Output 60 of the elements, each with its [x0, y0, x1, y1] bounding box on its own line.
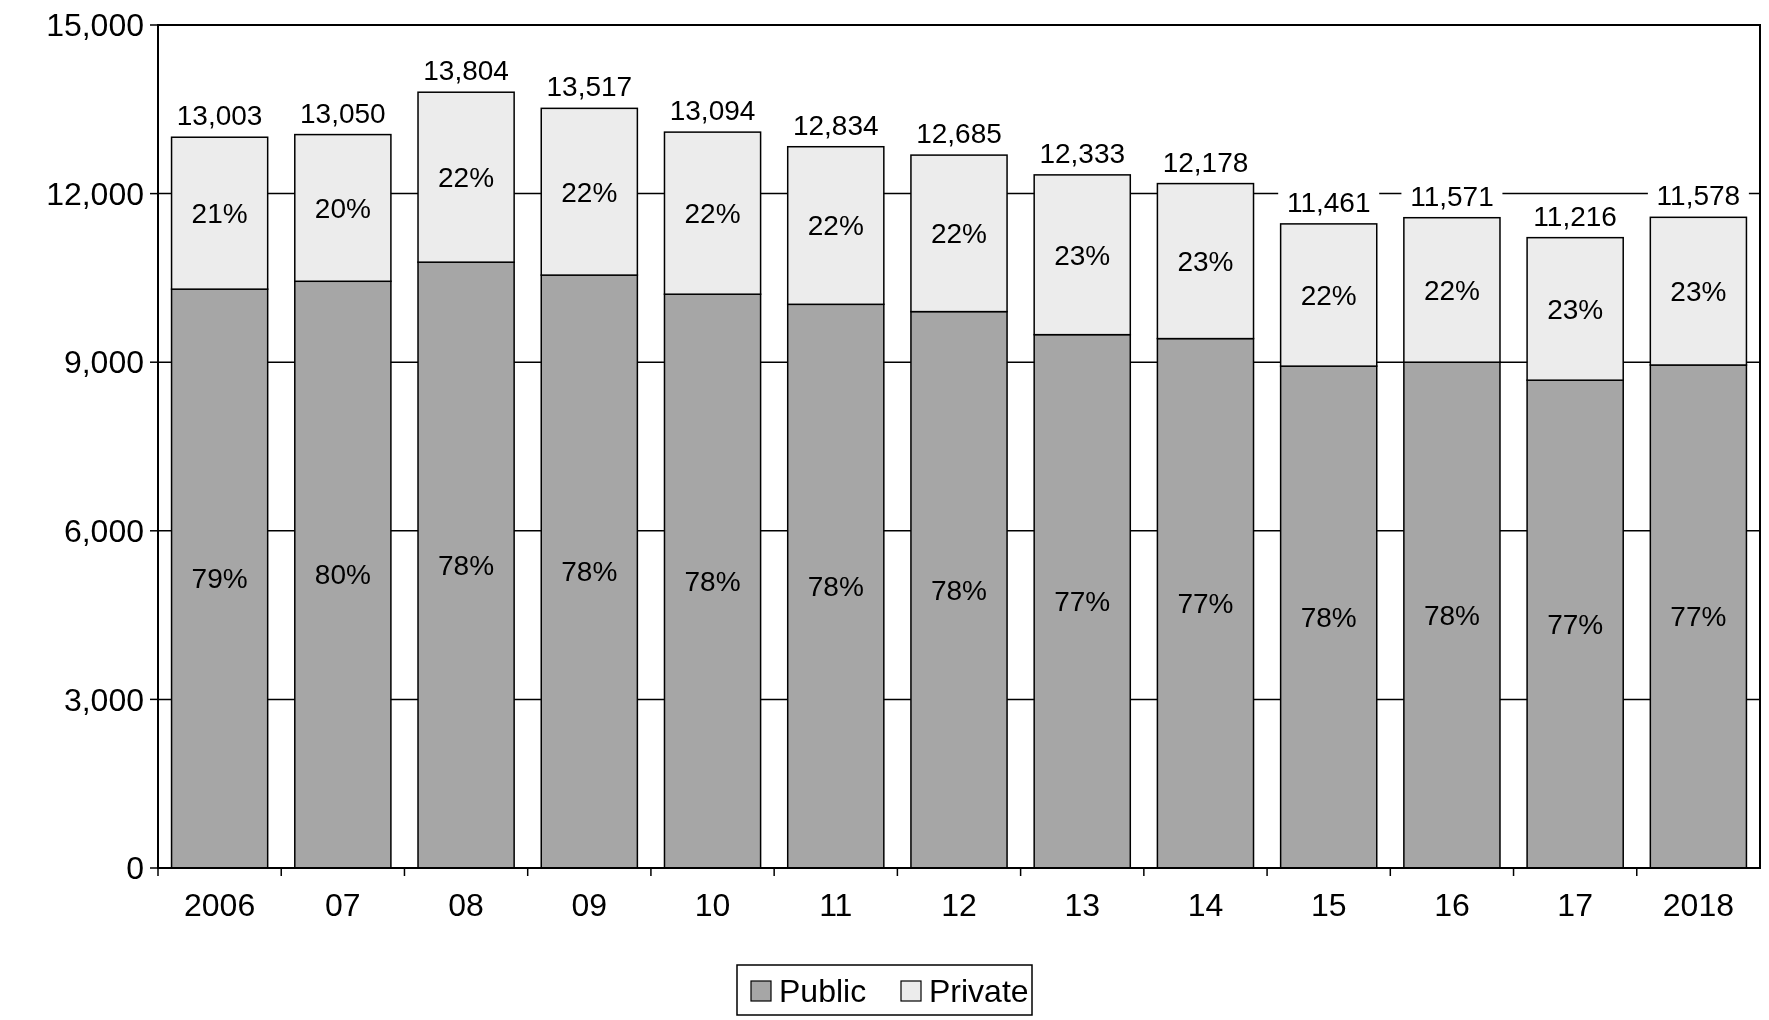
x-tick-label: 15: [1310, 887, 1347, 923]
annotation: 22%: [438, 161, 495, 193]
annotation: 23%: [1177, 245, 1234, 277]
total-label: 12,685: [916, 118, 1002, 150]
annotation: 22%: [561, 176, 618, 208]
total-label: 11,578: [1656, 180, 1741, 212]
annotation: 78%: [561, 556, 618, 588]
x-tick-label: 17: [1557, 887, 1593, 923]
total-label: 12,178: [1162, 146, 1249, 178]
annotation: 78%: [684, 565, 741, 597]
annotation: 78%: [807, 570, 864, 602]
total-label: 11,461: [1286, 186, 1371, 218]
annotation: 80%: [314, 559, 371, 591]
y-tick-label: 0: [126, 850, 144, 887]
annotation: 78%: [1300, 601, 1357, 633]
total-label: 13,804: [423, 55, 509, 87]
x-tick-label: 2018: [1662, 887, 1734, 923]
annotation: 22%: [684, 197, 741, 229]
total-label: 13,003: [176, 100, 263, 132]
legend-label: Private: [929, 973, 1029, 1010]
annotation: 77%: [1547, 608, 1604, 640]
y-tick-label: 6,000: [63, 513, 144, 549]
annotation: 23%: [1547, 293, 1604, 325]
annotation: 22%: [1423, 274, 1480, 306]
x-tick-label: 10: [694, 887, 731, 923]
y-tick-label: 15,000: [46, 7, 144, 44]
annotation: 78%: [438, 549, 495, 581]
total-label: 11,571: [1410, 180, 1494, 212]
annotation: 77%: [1670, 601, 1727, 633]
x-tick-label: 11: [819, 887, 853, 923]
x-tick-label: 08: [448, 887, 484, 923]
x-tick-label: 07: [325, 887, 361, 923]
x-tick-label: 14: [1187, 887, 1224, 923]
y-tick-label: 3,000: [63, 681, 144, 718]
annotation: 21%: [191, 197, 248, 229]
y-tick-label: 12,000: [46, 175, 144, 212]
x-tick-label: 13: [1064, 887, 1101, 923]
x-tick-label: 12: [941, 887, 977, 923]
total-label: 12,834: [792, 109, 879, 141]
annotation: 78%: [1423, 599, 1480, 631]
x-tick-label: 16: [1434, 887, 1470, 923]
x-tick-label: 2006: [184, 887, 256, 923]
annotation: 79%: [191, 563, 248, 595]
x-tick-label: 09: [571, 887, 608, 923]
annotation: 77%: [1177, 588, 1234, 620]
total-label: 12,333: [1039, 137, 1126, 169]
legend-label: Public: [779, 973, 867, 1010]
annotation: 22%: [1300, 279, 1357, 311]
annotation: 22%: [807, 210, 864, 242]
total-label: 13,094: [669, 95, 756, 127]
total-label: 11,216: [1533, 200, 1617, 232]
annotation: 23%: [1054, 239, 1111, 271]
total-label: 13,050: [300, 97, 386, 129]
annotation: 20%: [314, 192, 371, 224]
annotation: 77%: [1054, 586, 1111, 618]
annotation: 78%: [930, 574, 988, 606]
y-tick-label: 9,000: [63, 344, 144, 381]
annotation: 23%: [1670, 275, 1727, 307]
total-label: 13,517: [546, 71, 633, 103]
annotation: 22%: [930, 218, 988, 250]
